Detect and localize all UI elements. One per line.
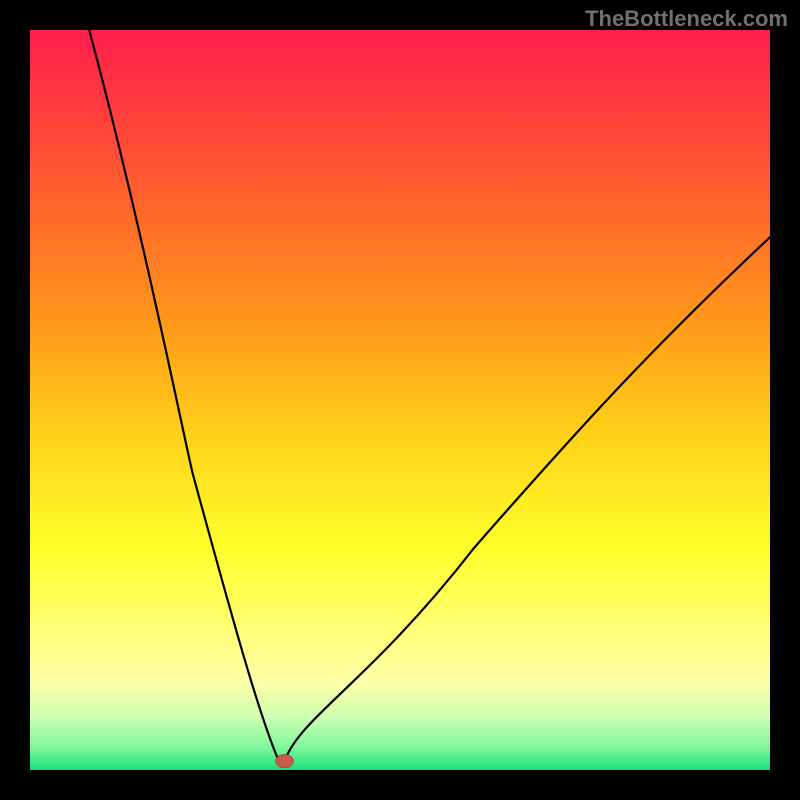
optimal-marker bbox=[276, 754, 294, 767]
plot-background bbox=[30, 30, 770, 770]
watermark-label: TheBottleneck.com bbox=[585, 6, 788, 32]
chart-frame: TheBottleneck.com bbox=[0, 0, 800, 800]
bottleneck-chart bbox=[0, 0, 800, 800]
